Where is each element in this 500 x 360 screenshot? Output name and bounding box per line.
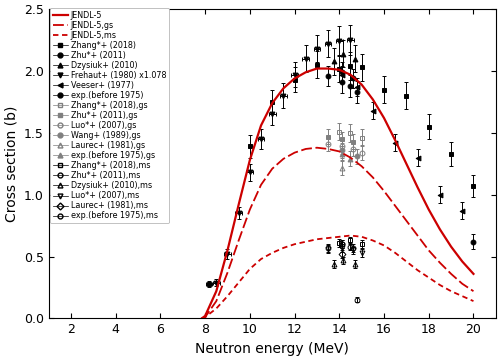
Legend: JENDL-5, JENDL-5,gs, JENDL-5,ms, Zhang*+ (2018), Zhu*+ (2011), Dzysiuk+ (2010), : JENDL-5, JENDL-5,gs, JENDL-5,ms, Zhang*+…: [50, 8, 169, 223]
Y-axis label: Cross section (b): Cross section (b): [4, 105, 18, 222]
X-axis label: Neutron energy (MeV): Neutron energy (MeV): [196, 342, 349, 356]
